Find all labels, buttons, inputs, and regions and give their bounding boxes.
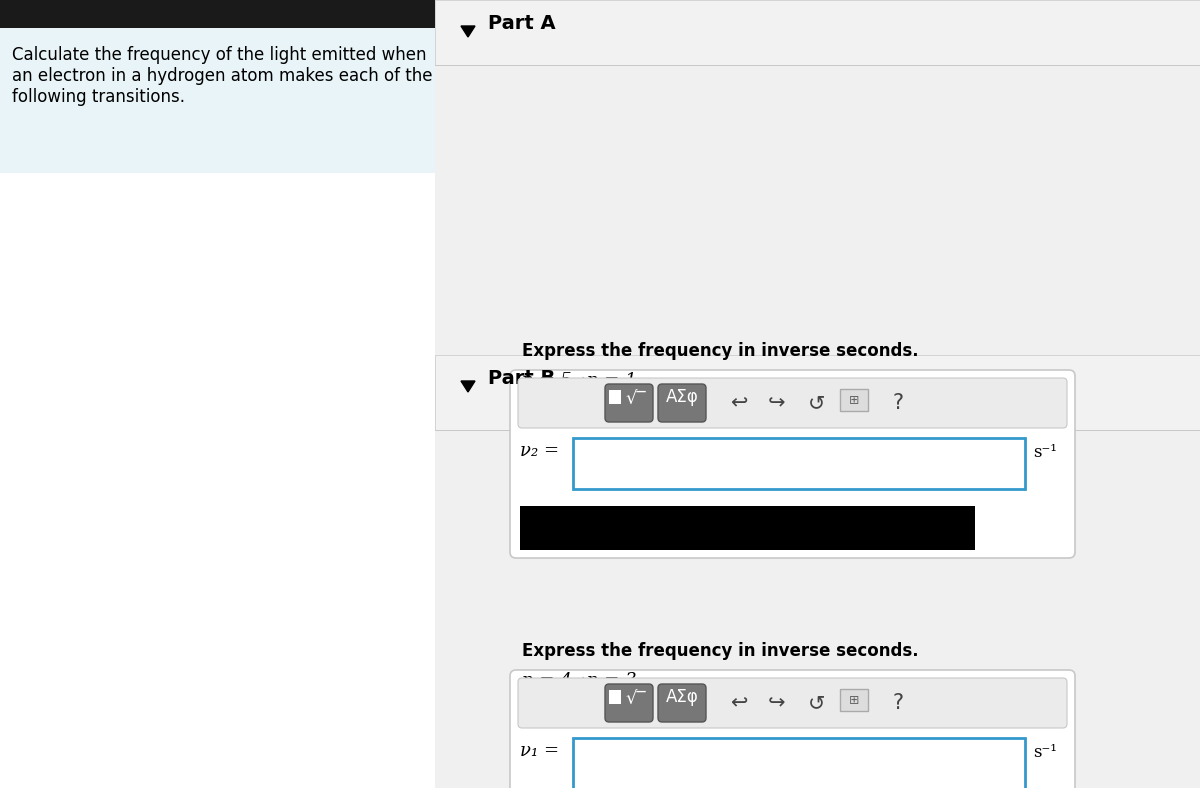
Text: AΣφ: AΣφ [666,388,698,406]
Bar [436,0,1200,788]
Bar [610,690,622,704]
Text: Part B: Part B [488,369,556,388]
Text: AΣφ: AΣφ [666,688,698,706]
Text: ⊞: ⊞ [848,393,859,407]
FancyBboxPatch shape [658,684,706,722]
Bar [610,390,622,404]
Text: Express the frequency in inverse seconds.: Express the frequency in inverse seconds… [522,342,919,360]
Bar [436,430,1200,431]
Text: Express the frequency in inverse seconds.: Express the frequency in inverse seconds… [522,642,919,660]
FancyBboxPatch shape [605,684,653,722]
FancyBboxPatch shape [518,678,1067,728]
Text: ↺: ↺ [808,393,826,413]
Text: n = 4→n = 3: n = 4→n = 3 [522,672,637,690]
Text: s⁻¹: s⁻¹ [1033,744,1057,761]
Text: ν₁ =: ν₁ = [520,742,559,760]
Bar [0,28,436,173]
FancyBboxPatch shape [605,384,653,422]
Bar [574,438,1025,489]
Bar [574,738,1025,788]
Text: ⊞: ⊞ [848,693,859,707]
Text: ↩: ↩ [730,393,748,413]
Text: √‾: √‾ [625,390,646,408]
Text: √‾: √‾ [625,690,646,708]
FancyBboxPatch shape [510,670,1075,788]
Bar [520,506,974,550]
Text: Calculate the frequency of the light emitted when
an electron in a hydrogen atom: Calculate the frequency of the light emi… [12,46,432,106]
FancyBboxPatch shape [518,378,1067,428]
Bar [436,355,1200,430]
Text: ?: ? [892,393,904,413]
Text: Part A: Part A [488,14,556,33]
Bar [0,0,436,28]
Text: ↪: ↪ [768,393,786,413]
Bar [840,689,868,711]
Bar [840,389,868,411]
Text: ?: ? [892,693,904,713]
Text: ↪: ↪ [768,693,786,713]
Text: ν₂ =: ν₂ = [520,442,559,460]
Text: s⁻¹: s⁻¹ [1033,444,1057,461]
Bar [436,0,1200,65]
Polygon shape [461,26,475,37]
FancyBboxPatch shape [658,384,706,422]
Text: ↩: ↩ [730,693,748,713]
Polygon shape [461,381,475,392]
Text: n = 5→n = 1: n = 5→n = 1 [522,372,637,390]
Text: ↺: ↺ [808,693,826,713]
Bar [436,65,1200,66]
FancyBboxPatch shape [510,370,1075,558]
